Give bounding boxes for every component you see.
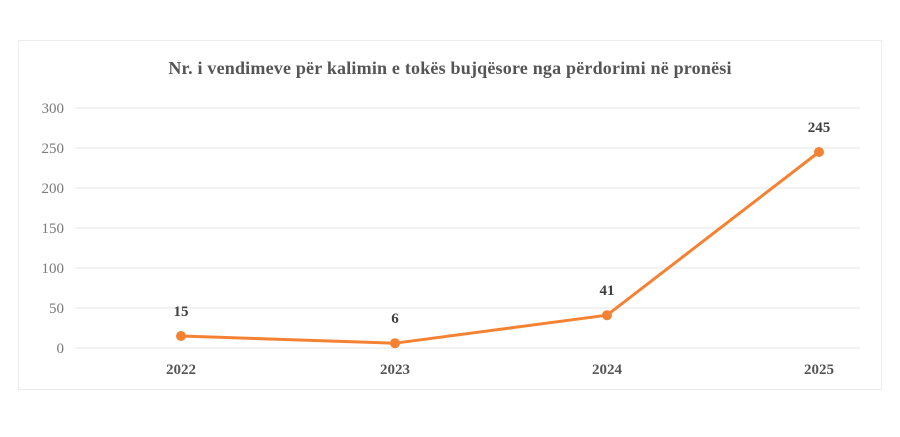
x-tick-label: 2024 — [592, 362, 623, 378]
data-point — [814, 147, 824, 157]
x-tick-label: 2025 — [804, 362, 834, 378]
y-tick-label: 0 — [57, 341, 65, 357]
y-tick-label: 200 — [42, 181, 65, 197]
x-axis-ticks: 2022 2023 2024 2025 — [166, 362, 834, 378]
y-axis-ticks: 0 50 100 150 200 250 300 — [42, 101, 65, 357]
x-tick-label: 2023 — [380, 362, 410, 378]
x-tick-label: 2022 — [166, 362, 196, 378]
series-line — [179, 150, 821, 345]
data-label: 245 — [808, 120, 831, 136]
y-tick-label: 300 — [42, 101, 65, 117]
y-tick-label: 150 — [42, 221, 65, 237]
y-tick-label: 100 — [42, 261, 65, 277]
data-point — [176, 331, 186, 341]
data-label: 15 — [174, 304, 189, 320]
series-layer — [176, 147, 824, 349]
data-point — [602, 310, 612, 321]
data-labels: 15 6 41 245 — [174, 120, 831, 327]
data-label: 41 — [600, 283, 615, 299]
gridlines — [75, 107, 860, 349]
y-tick-label: 50 — [49, 301, 64, 317]
data-label: 6 — [391, 311, 399, 327]
data-point — [390, 338, 400, 349]
y-tick-label: 250 — [42, 141, 65, 157]
chart-title: Nr. i vendimeve për kalimin e tokës bujq… — [168, 58, 732, 78]
chart-frame — [18, 40, 882, 390]
